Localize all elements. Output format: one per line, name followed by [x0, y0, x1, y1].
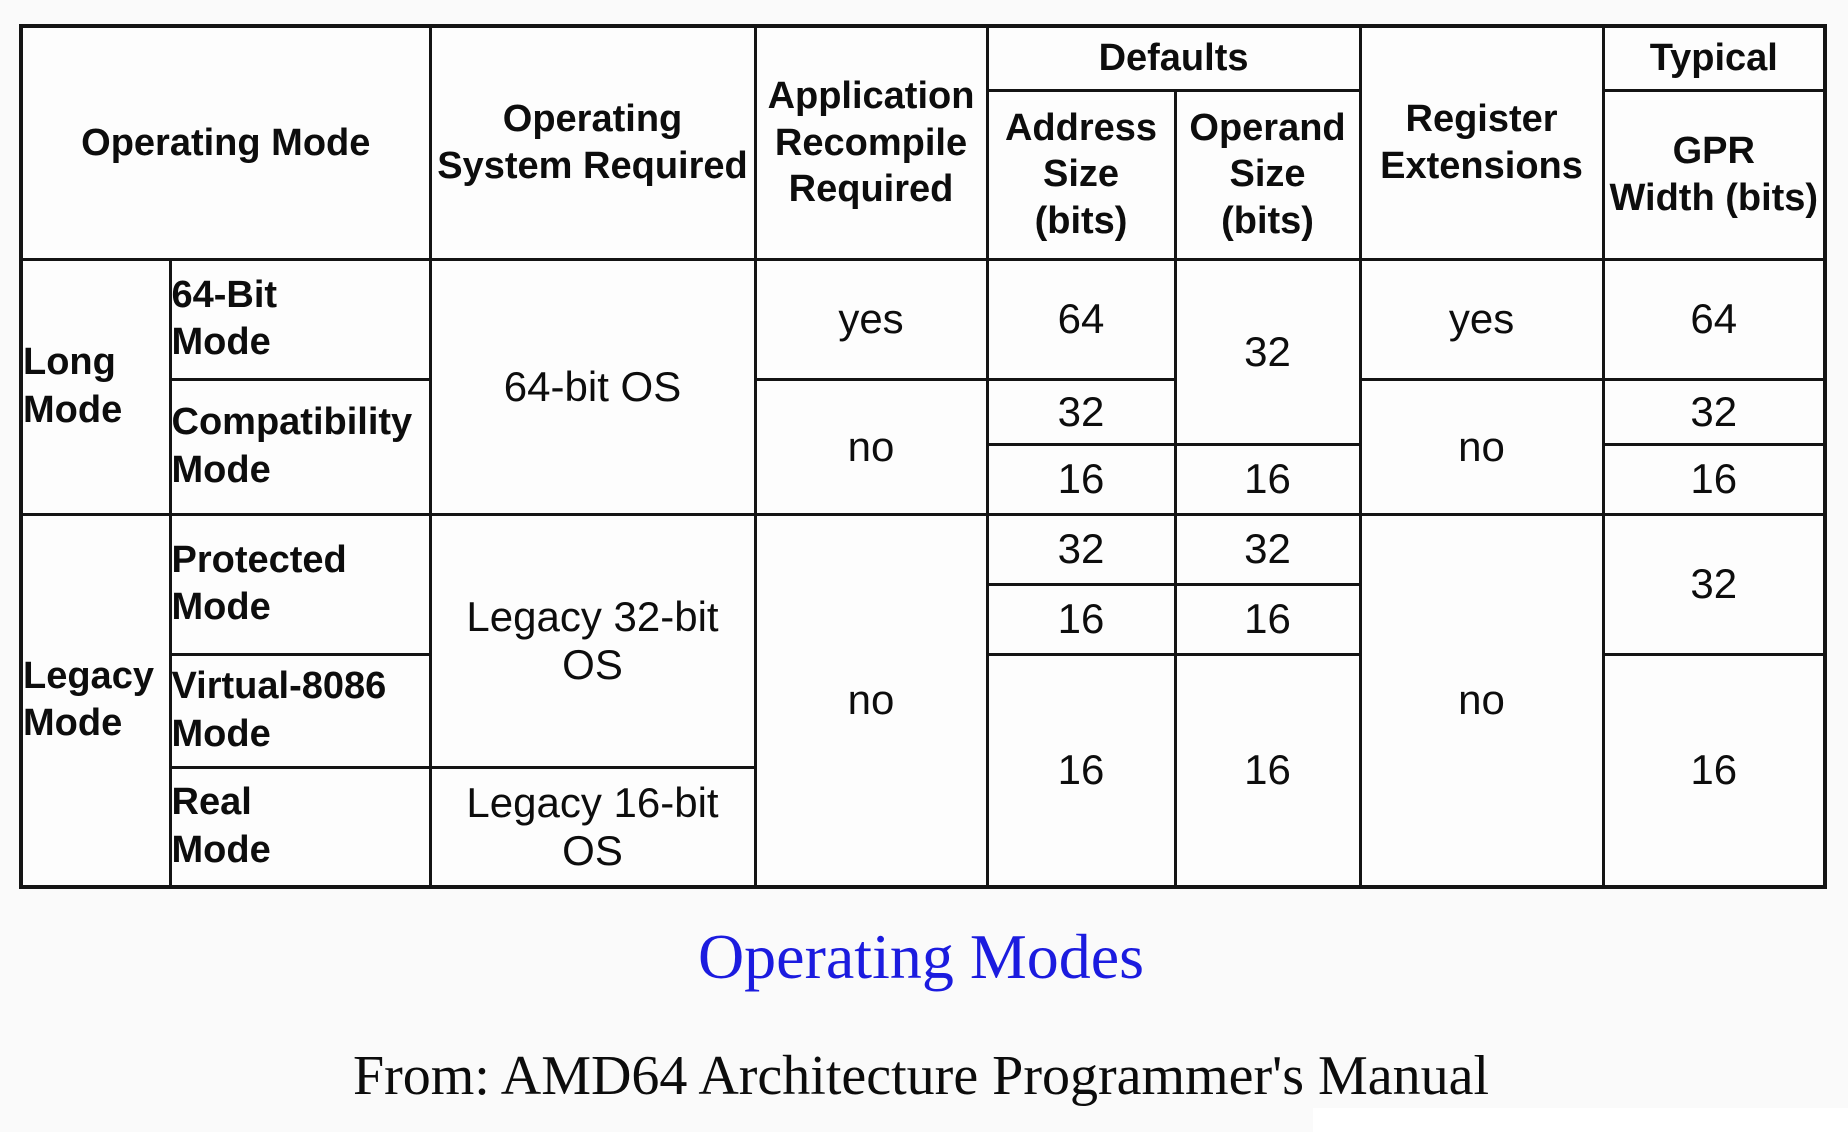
regext-compatibility: no	[1358, 377, 1605, 516]
os-64bit: 64-bit OS	[428, 257, 757, 516]
operating-modes-table: Operating Mode Operating System Required…	[19, 24, 1828, 889]
header-gpr-width: GPR Width (bits)	[1601, 88, 1827, 261]
background-white-patch	[1313, 1108, 1848, 1132]
gpr-v86-real: 16	[1601, 652, 1827, 889]
header-operating-mode: Operating Mode	[19, 24, 432, 261]
header-typical: Typical	[1601, 24, 1827, 92]
os-legacy-32: Legacy 32-bit OS	[428, 512, 757, 769]
caption-operating-modes: Operating Modes	[697, 921, 1145, 992]
regext-64bit: yes	[1358, 257, 1605, 381]
operand-v86-real: 16	[1173, 652, 1362, 889]
mode-real: Real Mode	[168, 765, 432, 889]
mode-64bit: 64-Bit Mode	[168, 257, 432, 381]
recompile-legacy: no	[753, 512, 989, 889]
addr-protected-16: 16	[985, 582, 1177, 656]
addr-64bit: 64	[985, 257, 1177, 381]
regext-legacy: no	[1358, 512, 1605, 889]
group-long-mode: Long Mode	[19, 257, 172, 516]
addr-protected-32: 32	[985, 512, 1177, 586]
gpr-compat-32: 32	[1601, 377, 1827, 446]
addr-compat-16: 16	[985, 442, 1177, 516]
header-os-required: Operating System Required	[428, 24, 757, 261]
operand-protected-16: 16	[1173, 582, 1362, 656]
header-app-recompile: Application Recompile Required	[753, 24, 989, 261]
operand-protected-32: 32	[1173, 512, 1362, 586]
operand-64bit-compat: 32	[1173, 257, 1362, 446]
operand-compat-16: 16	[1173, 442, 1362, 516]
gpr-compat-16: 16	[1601, 442, 1827, 516]
recompile-compatibility: no	[753, 377, 989, 516]
mode-virtual-8086: Virtual-8086 Mode	[168, 652, 432, 769]
caption-source: From: AMD64 Architecture Programmer's Ma…	[352, 1045, 1490, 1107]
mode-compatibility: Compatibility Mode	[168, 377, 432, 516]
header-defaults: Defaults	[985, 24, 1362, 92]
header-operand-size: Operand Size (bits)	[1173, 88, 1362, 261]
header-register-extensions: Register Extensions	[1358, 24, 1605, 261]
header-address-size: Address Size (bits)	[985, 88, 1177, 261]
mode-protected: Protected Mode	[168, 512, 432, 656]
addr-v86-real: 16	[985, 652, 1177, 889]
group-legacy-mode: Legacy Mode	[19, 512, 172, 889]
recompile-64bit: yes	[753, 257, 989, 381]
gpr-protected: 32	[1601, 512, 1827, 656]
addr-compat-32: 32	[985, 377, 1177, 446]
os-legacy-16: Legacy 16-bit OS	[428, 765, 757, 889]
gpr-64bit: 64	[1601, 257, 1827, 381]
